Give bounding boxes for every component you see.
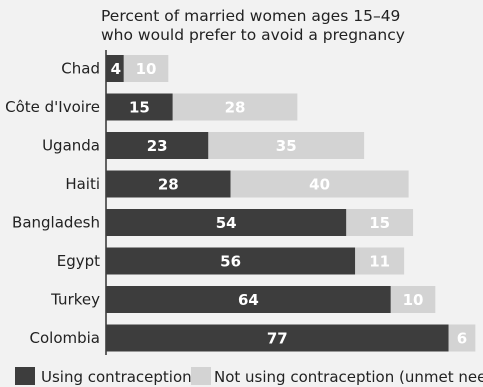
value-label-not-using-contraception-unmet-need-haiti: 40 xyxy=(309,176,330,194)
bar-using-contraception-turkey xyxy=(106,286,391,313)
category-label-colombia: Colombia xyxy=(30,329,101,347)
bar-using-contraception-haiti xyxy=(106,170,231,198)
bar-using-contraception-colombia xyxy=(106,324,449,352)
value-label-using-contraception-bangladesh: 54 xyxy=(216,214,237,232)
category-label-bangladesh: Bangladesh xyxy=(12,214,100,232)
value-label-using-contraception-turkey: 64 xyxy=(238,291,259,309)
category-label-haiti: Haiti xyxy=(65,175,100,193)
value-label-using-contraception-uganda: 23 xyxy=(147,137,168,155)
value-label-not-using-contraception-unmet-need-turkey: 10 xyxy=(403,291,424,309)
category-label-cote-d-ivoire: Côte d'Ivoire xyxy=(5,98,100,116)
value-label-not-using-contraception-unmet-need-egypt: 11 xyxy=(369,253,390,271)
value-label-not-using-contraception-unmet-need-bangladesh: 15 xyxy=(369,214,390,232)
legend-swatch-using-contraception xyxy=(15,367,35,385)
category-label-chad: Chad xyxy=(61,60,100,78)
legend-swatch-unmet-need xyxy=(191,367,211,385)
value-label-using-contraception-colombia: 77 xyxy=(267,330,288,348)
chart-title: Percent of married women ages 15–49 who … xyxy=(101,7,405,44)
bar-using-contraception-chad xyxy=(106,55,124,82)
value-label-not-using-contraception-unmet-need-chad: 10 xyxy=(136,60,157,78)
bar-not-using-contraception-unmet-need-cote-d-ivoire xyxy=(172,93,298,121)
category-label-egypt: Egypt xyxy=(57,252,100,270)
bar-not-using-contraception-unmet-need-bangladesh xyxy=(346,209,414,236)
value-label-not-using-contraception-unmet-need-uganda: 35 xyxy=(276,137,297,155)
category-label-uganda: Uganda xyxy=(42,137,100,155)
bars-group: Chad 4 10 Côte d'Ivoire 15 28 Uganda 23 35 Haiti 2… xyxy=(5,55,476,352)
bar-not-using-contraception-unmet-need-uganda xyxy=(208,132,365,159)
bar-using-contraception-cote-d-ivoire xyxy=(106,93,173,121)
bar-not-using-contraception-unmet-need-colombia xyxy=(448,324,476,352)
legend-label-using-contraception: Using contraception xyxy=(41,368,192,386)
bar-not-using-contraception-unmet-need-chad xyxy=(123,55,169,82)
value-label-using-contraception-egypt: 56 xyxy=(220,253,241,271)
value-label-using-contraception-haiti: 28 xyxy=(158,176,179,194)
value-label-not-using-contraception-unmet-need-cote-d-ivoire: 28 xyxy=(225,99,246,117)
bar-using-contraception-bangladesh xyxy=(106,209,347,236)
bar-not-using-contraception-unmet-need-turkey xyxy=(390,286,436,313)
legend-label-unmet-need: Not using contraception (unmet need) xyxy=(214,368,483,386)
legend: Using contraception Not using contracept… xyxy=(15,367,483,386)
value-label-not-using-contraception-unmet-need-colombia: 6 xyxy=(457,330,467,348)
value-label-using-contraception-cote-d-ivoire: 15 xyxy=(129,99,150,117)
bar-not-using-contraception-unmet-need-haiti xyxy=(230,170,409,198)
bar-using-contraception-uganda xyxy=(106,132,209,159)
bar-using-contraception-egypt xyxy=(106,247,356,275)
bar-not-using-contraception-unmet-need-egypt xyxy=(355,247,405,275)
value-label-using-contraception-chad: 4 xyxy=(111,60,121,78)
chart-title-line-1: Percent of married women ages 15–49 xyxy=(101,7,400,25)
chart-title-line-2: who would prefer to avoid a pregnancy xyxy=(101,26,405,44)
category-label-turkey: Turkey xyxy=(50,291,100,309)
